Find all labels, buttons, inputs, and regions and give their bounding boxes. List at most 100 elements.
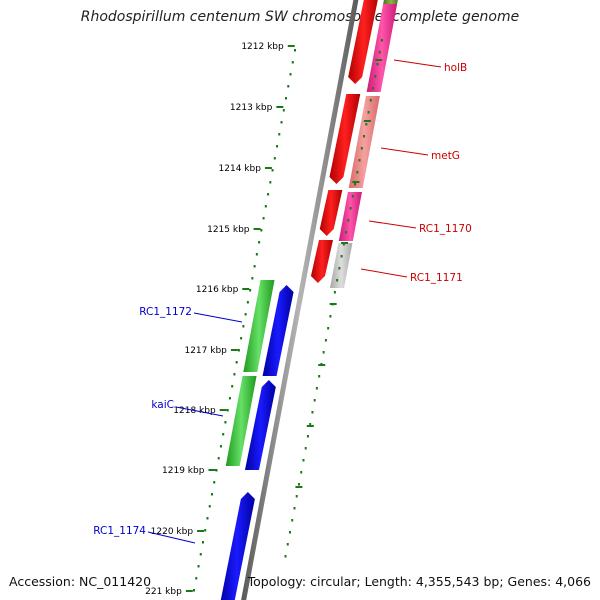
rail-dot [286,543,289,546]
inner-tick-rail [193,49,296,592]
cog-band-forward-5 [330,243,353,288]
rail-dot [378,51,381,54]
rail-dot [284,555,287,558]
rail-dot [195,577,198,580]
rail-dot [315,387,318,390]
leader-line [360,268,408,278]
rail-dot [354,183,357,186]
rail-dot [276,145,279,148]
rail-dot [340,255,343,258]
rail-dot [289,73,292,76]
rail-dot [219,445,222,448]
leader-line [393,59,442,68]
rail-dot [224,421,227,424]
leader-line [175,406,224,417]
map-title: Rhodospirillum centenum SW chromosome, c… [80,9,520,25]
rail-dot [291,61,294,64]
tick-label: 1219 kbp [162,466,205,476]
rail-dot [297,483,300,486]
forward-cds-1 [348,0,378,84]
rail-dot [255,253,258,256]
rail-dot [258,241,261,244]
rail-dot [222,433,225,436]
label-layer: 1212 kbp 1213 kbp 1214 kbp 1215 kbp 1216 kbp… [93,42,472,597]
tick-label: 1216 kbp [196,285,239,295]
rail-dot [201,541,204,544]
rail-dot [208,505,211,508]
rail-dot [294,49,296,52]
tick-label: 1220 kbp [151,527,194,537]
outer-tick-rail [284,39,383,558]
rail-dot [244,313,247,316]
cog-band-reverse-1 [243,280,275,372]
rail-dot [333,291,336,294]
cog-band-forward-3 [348,96,380,188]
rail-dot [365,123,368,126]
tick-layer [185,39,383,592]
rail-dot [246,301,249,304]
rail-dot [288,531,291,534]
rail-dot [293,507,296,510]
rail-dot [342,243,345,246]
cog-band-reverse-2 [225,376,257,466]
gene-label: metG [431,150,460,162]
rail-dot [193,589,196,592]
rail-dot [329,315,332,318]
rail-dot [327,327,330,330]
rail-dot [215,469,218,472]
gene-label: RC1_1172 [139,306,192,318]
tick-label: 1212 kbp [241,42,284,52]
rail-dot [262,217,265,220]
rail-dot [280,121,283,124]
rail-dot [267,193,270,196]
leader-line [368,220,417,229]
rail-dot [313,399,316,402]
gene-label: kaiC [151,399,174,411]
forward-cds-2 [329,94,361,184]
rail-dot [295,495,298,498]
rail-dot [271,169,274,172]
rail-dot [360,147,363,150]
rail-dot [251,277,254,280]
rail-dot [231,385,234,388]
rail-dot [372,87,375,90]
rail-dot [253,265,256,268]
gene-label: RC1_1174 [93,525,146,537]
rail-dot [345,231,348,234]
rail-dot [197,565,200,568]
rail-dot [210,493,213,496]
cog-band-forward-1 [383,0,398,4]
feature-layer [220,0,398,600]
cog-band-forward-4 [338,192,362,241]
rail-dot [242,325,245,328]
accession-text: Accession: NC_011420 [9,574,152,589]
tick-label: 1214 kbp [219,164,262,174]
rail-dot [338,267,341,270]
gene-label: holB [444,62,467,74]
leader-line [380,147,429,156]
rail-dot [273,157,276,160]
rail-dot [336,279,339,282]
rail-dot [213,481,216,484]
rail-dot [260,229,263,232]
rail-dot [322,351,325,354]
rail-dot [356,171,359,174]
rail-dot [217,457,220,460]
tick-label: 221 kbp [145,587,182,597]
forward-cds-4 [310,240,333,283]
rail-dot [233,373,236,376]
rail-dot [204,529,207,532]
rail-dot [287,85,290,88]
rail-dot [311,411,314,414]
rail-dot [309,423,312,426]
rail-dot [291,519,294,522]
rail-dot [228,397,231,400]
forward-cds-3 [319,190,343,236]
leader-line [193,312,243,323]
tick-label: 1215 kbp [207,225,250,235]
rail-dot [367,111,370,114]
rail-dot [235,361,238,364]
rail-dot [240,337,243,340]
reverse-cds-2 [244,380,276,470]
